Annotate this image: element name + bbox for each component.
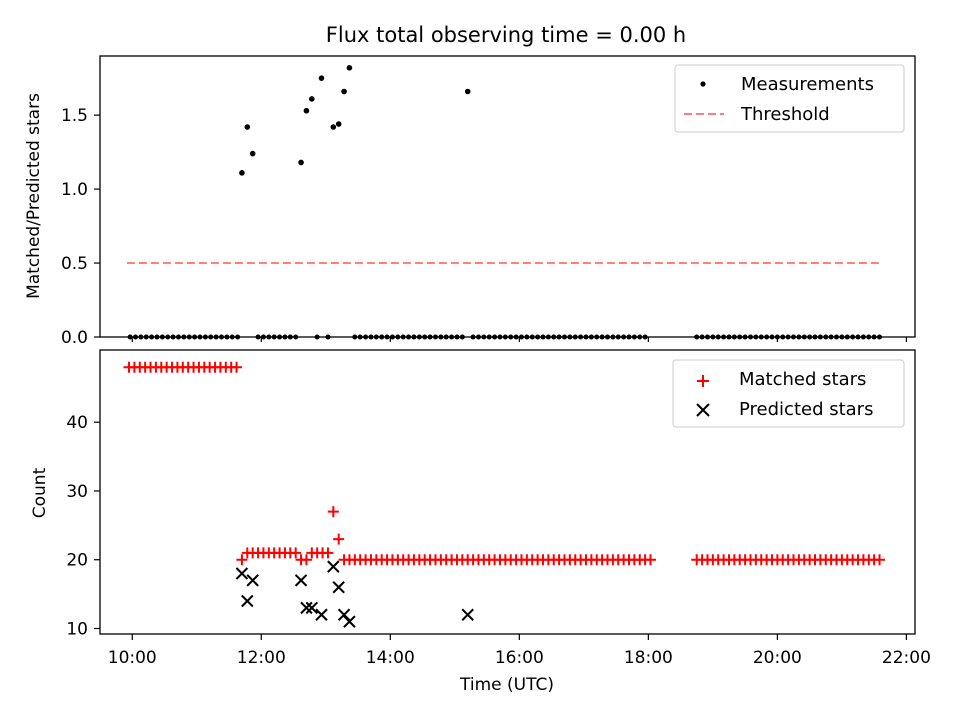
matched-star-point — [327, 506, 339, 518]
count-x-tick-label: 14:00 — [366, 648, 415, 668]
x-axis-label: Time (UTC) — [459, 675, 554, 695]
ratio-y-axis-label: Matched/Predicted stars — [24, 93, 44, 299]
ratio-y-tick-label: 0.0 — [61, 328, 88, 348]
count-x-tick-label: 16:00 — [495, 648, 544, 668]
measurement-point — [341, 88, 347, 95]
count-y-tick-label: 40 — [66, 413, 88, 433]
ratio-y-tick-label: 1.5 — [61, 106, 88, 126]
predicted-star-point — [305, 601, 319, 615]
matched-star-point — [290, 547, 302, 559]
count-plot-frame — [99, 349, 916, 635]
threshold-legend-label: Threshold — [740, 104, 830, 125]
count-x-ticks: 10:00 12:00 14:00 16:00 18:00 20:00 22:00 — [108, 634, 931, 668]
ratio-legend-frame — [674, 64, 905, 133]
matched-star-point — [300, 554, 312, 566]
predicted-star-point — [246, 574, 259, 587]
count-plot-area — [123, 361, 886, 628]
ratio-legend: Measurements Threshold — [674, 64, 905, 133]
measurement-point — [239, 170, 245, 176]
measurement-point — [335, 121, 342, 127]
ratio-plot-frame — [99, 55, 916, 338]
measurement-point — [330, 124, 337, 130]
count-legend: Matched stars Predicted stars — [672, 359, 905, 428]
matched-star-point — [645, 554, 657, 566]
measurement-point — [303, 107, 310, 114]
count-y-axis-label: Count — [30, 467, 50, 518]
matched-legend-label: Matched stars — [739, 369, 866, 390]
ratio-x-ticks — [131, 337, 907, 342]
measurement-point — [249, 150, 256, 157]
count-y-tick-label: 30 — [66, 482, 88, 502]
ratio-y-tick-label: 0.5 — [61, 254, 88, 274]
matched-star-point — [874, 554, 886, 566]
measurements-legend-marker — [700, 81, 706, 87]
count-panel: 10 20 30 40 10:00 12:00 14:00 16:00 18:00 20:00 2… — [30, 349, 931, 695]
count-y-tick-label: 20 — [66, 551, 88, 571]
predicted-star-point — [294, 574, 308, 587]
count-x-tick-label: 18:00 — [624, 648, 673, 668]
count-x-tick-label: 20:00 — [753, 648, 802, 668]
measurement-point — [318, 75, 325, 81]
measurement-point — [309, 96, 315, 102]
predicted-star-point — [241, 594, 254, 608]
matched-star-point — [236, 554, 248, 566]
matched-star-point — [322, 547, 334, 559]
measurements-legend-label: Measurements — [741, 74, 874, 95]
ratio-plot-area — [126, 65, 883, 340]
chart-title: Flux total observing time = 0.00 h — [326, 23, 686, 47]
ratio-panel: Flux total observing time = 0.00 h 0.00.… — [24, 23, 916, 348]
count-legend-frame — [672, 359, 905, 428]
measurement-point — [346, 65, 353, 71]
matched-star-point — [231, 361, 243, 373]
predicted-star-point — [315, 608, 328, 621]
predicted-star-point — [343, 615, 356, 628]
predicted-legend-marker — [696, 403, 710, 417]
predicted-star-point — [300, 601, 313, 615]
count-y-ticks: 10 20 30 40 — [66, 413, 100, 639]
predicted-star-point — [461, 608, 474, 621]
count-x-tick-label: 22:00 — [882, 648, 931, 668]
count-y-tick-label: 10 — [66, 619, 88, 639]
count-x-tick-label: 12:00 — [237, 648, 286, 668]
measurement-point — [298, 159, 304, 166]
measurement-point — [244, 124, 251, 130]
predicted-star-point — [235, 567, 249, 580]
count-x-tick-label: 10:00 — [108, 648, 157, 668]
matched-star-point — [333, 533, 345, 545]
measurement-point — [464, 88, 471, 95]
predicted-star-point — [332, 581, 345, 594]
predicted-legend-label: Predicted stars — [739, 399, 873, 420]
predicted-star-point — [337, 608, 351, 621]
ratio-y-tick-label: 1.0 — [61, 180, 88, 200]
predicted-star-point — [327, 560, 340, 573]
ratio-y-ticks: 0.0 0.5 1.0 1.5 — [61, 106, 100, 348]
matched-legend-marker — [697, 375, 709, 387]
